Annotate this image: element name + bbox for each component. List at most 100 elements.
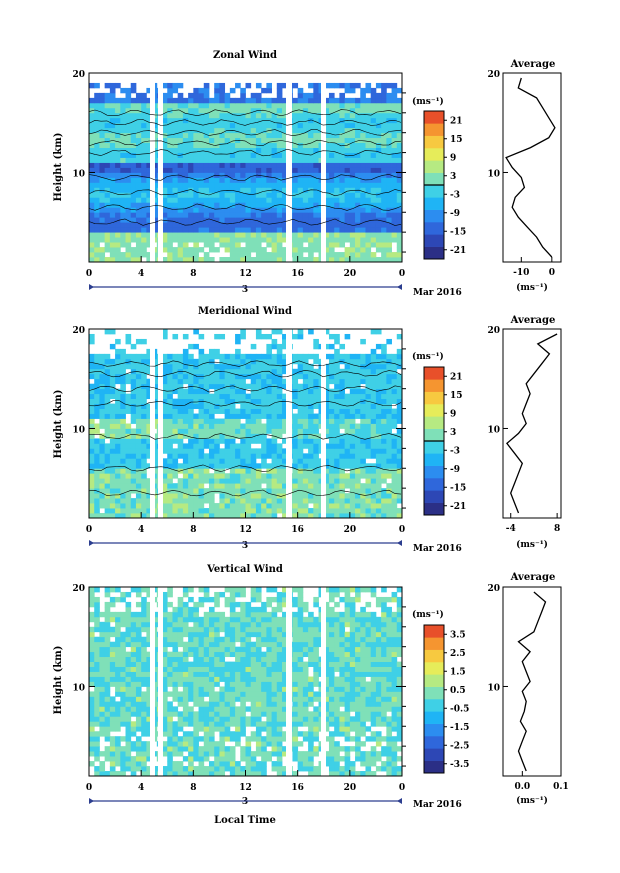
heatmap-cell bbox=[229, 513, 236, 519]
heatmap-cell bbox=[203, 408, 210, 414]
heatmap-cell bbox=[386, 82, 392, 89]
profile-title: Average bbox=[510, 572, 556, 583]
heatmap-cell bbox=[162, 721, 168, 727]
heatmap-cell bbox=[208, 132, 215, 139]
heatmap-cell bbox=[386, 212, 392, 218]
heatmap-cell bbox=[94, 97, 100, 104]
heatmap-cell bbox=[344, 232, 351, 238]
heatmap-cell bbox=[229, 353, 236, 360]
heatmap-cell bbox=[245, 217, 252, 223]
heatmap-cell bbox=[250, 488, 257, 494]
heatmap-cell bbox=[334, 756, 340, 762]
heatmap-cell bbox=[94, 716, 100, 722]
heatmap-cell bbox=[292, 82, 299, 89]
heatmap-cell bbox=[224, 443, 231, 449]
heatmap-cell bbox=[381, 252, 387, 258]
heatmap-cell bbox=[214, 127, 220, 134]
heatmap-cell bbox=[182, 152, 189, 158]
heatmap-cell bbox=[162, 373, 168, 380]
heatmap-cell bbox=[386, 132, 392, 139]
heatmap-cell bbox=[349, 403, 356, 409]
heatmap-cell bbox=[224, 463, 231, 469]
heatmap-cell bbox=[167, 172, 173, 178]
heatmap-cell bbox=[308, 513, 314, 519]
heatmap-cell bbox=[276, 388, 283, 395]
heatmap-cell bbox=[250, 706, 257, 712]
heatmap-cell bbox=[365, 217, 372, 223]
heatmap-cell bbox=[386, 493, 392, 499]
heatmap-cell bbox=[261, 453, 267, 459]
heatmap-cell bbox=[177, 197, 184, 203]
heatmap-cell bbox=[167, 428, 173, 434]
heatmap-cell bbox=[250, 137, 257, 144]
heatmap-cell bbox=[141, 488, 147, 494]
heatmap-cell bbox=[271, 172, 278, 178]
heatmap-cell bbox=[130, 162, 137, 168]
heatmap-cell bbox=[182, 227, 189, 233]
heatmap-cell bbox=[99, 102, 106, 109]
heatmap-cell bbox=[162, 127, 168, 134]
heatmap-cell bbox=[245, 252, 252, 258]
heatmap-cell bbox=[349, 721, 356, 727]
heatmap-cell bbox=[381, 132, 387, 139]
heatmap-cell bbox=[193, 716, 199, 722]
heatmap-cell bbox=[224, 453, 231, 459]
heatmap-cell bbox=[115, 162, 121, 168]
heatmap-cell bbox=[141, 368, 147, 375]
heatmap-cell bbox=[167, 418, 173, 424]
heatmap-cell bbox=[255, 403, 262, 409]
heatmap-cell bbox=[89, 177, 95, 183]
heatmap-cell bbox=[167, 373, 173, 380]
heatmap-cell bbox=[328, 363, 335, 370]
heatmap-cell bbox=[396, 726, 403, 732]
heatmap-cell bbox=[240, 192, 246, 198]
heatmap-cell bbox=[89, 398, 95, 404]
heatmap-cell bbox=[162, 222, 168, 228]
heatmap-cell bbox=[135, 353, 142, 360]
heatmap-cell bbox=[203, 458, 210, 464]
heatmap-cell bbox=[323, 413, 330, 419]
heatmap-cell bbox=[375, 162, 382, 168]
heatmap-cell bbox=[235, 227, 241, 233]
heatmap-cell bbox=[276, 212, 283, 218]
heatmap-cell bbox=[302, 403, 309, 409]
heatmap-cell bbox=[396, 182, 403, 188]
heatmap-cell bbox=[115, 478, 121, 484]
heatmap-cell bbox=[146, 443, 152, 449]
heatmap-cell bbox=[188, 207, 194, 213]
heatmap-cell bbox=[203, 736, 210, 742]
heatmap-cell bbox=[172, 508, 179, 514]
heatmap-cell bbox=[115, 756, 121, 762]
heatmap-cell bbox=[115, 721, 121, 727]
heatmap-cell bbox=[198, 187, 205, 193]
heatmap-cell bbox=[381, 217, 387, 223]
heatmap-cell bbox=[109, 222, 116, 228]
heatmap-cell bbox=[276, 726, 283, 732]
heatmap-cell bbox=[109, 498, 116, 504]
heatmap-cell bbox=[115, 348, 121, 355]
heatmap-cell bbox=[224, 162, 231, 168]
heatmap-cell bbox=[162, 433, 168, 439]
heatmap-cell bbox=[334, 383, 340, 390]
heatmap-cell bbox=[235, 132, 241, 139]
heatmap-cell bbox=[214, 438, 220, 444]
heatmap-cell bbox=[203, 716, 210, 722]
heatmap-cell bbox=[271, 142, 278, 148]
heatmap-cell bbox=[328, 473, 335, 479]
heatmap-cell bbox=[172, 212, 179, 218]
heatmap-cell bbox=[375, 92, 382, 99]
heatmap-cell bbox=[302, 122, 309, 129]
heatmap-cell bbox=[141, 227, 147, 233]
heatmap-cell bbox=[141, 696, 147, 702]
heatmap-cell bbox=[297, 448, 304, 454]
heatmap-cell bbox=[146, 132, 152, 139]
heatmap-cell bbox=[182, 333, 189, 340]
heatmap-cell bbox=[339, 423, 346, 429]
heatmap-cell bbox=[208, 368, 215, 375]
heatmap-cell bbox=[203, 398, 210, 404]
heatmap-cell bbox=[266, 217, 272, 223]
heatmap-cell bbox=[381, 403, 387, 409]
heatmap-cell bbox=[104, 242, 111, 248]
heatmap-cell bbox=[282, 187, 288, 193]
heatmap-cell bbox=[146, 147, 152, 153]
